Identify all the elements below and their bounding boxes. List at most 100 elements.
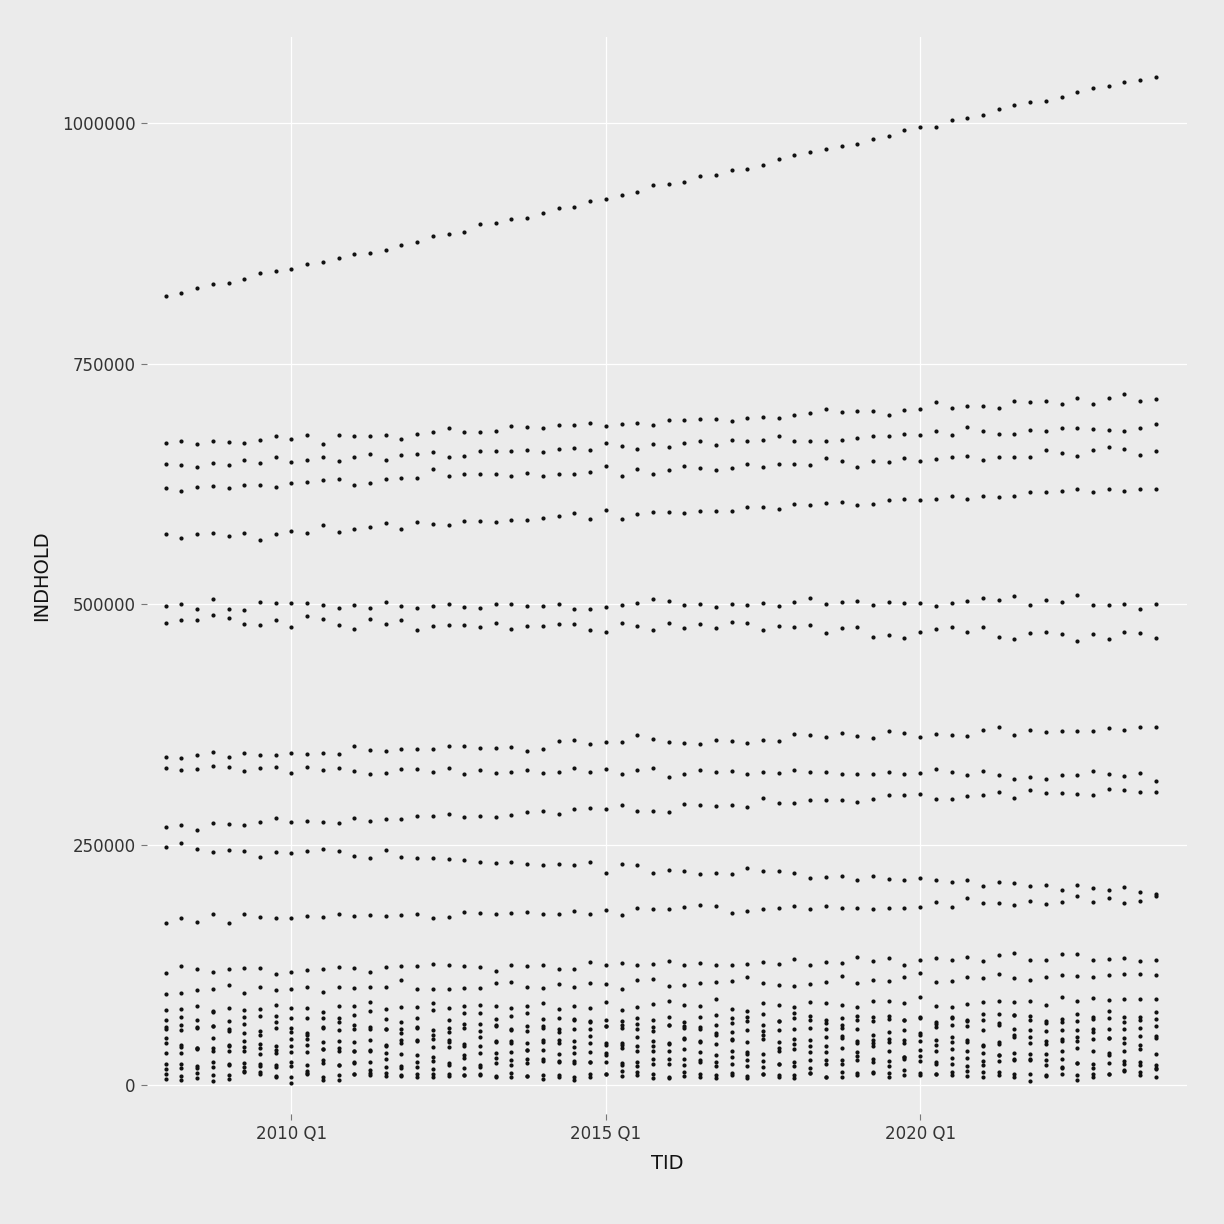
Point — [612, 1015, 632, 1034]
Point — [282, 962, 301, 982]
Point — [486, 513, 506, 532]
Point — [1130, 717, 1149, 737]
Point — [502, 1020, 521, 1039]
Point — [1005, 896, 1024, 916]
Point — [187, 1056, 207, 1076]
Point — [847, 726, 867, 745]
Point — [737, 967, 756, 987]
Point — [580, 441, 600, 460]
Point — [879, 763, 898, 782]
Point — [502, 416, 521, 436]
Point — [596, 457, 616, 476]
Point — [518, 463, 537, 482]
Point — [816, 1042, 836, 1061]
Point — [408, 468, 427, 487]
Point — [596, 1053, 616, 1072]
Point — [1036, 783, 1055, 803]
Point — [486, 1015, 506, 1034]
Point — [596, 190, 616, 209]
Point — [548, 1022, 568, 1042]
Point — [360, 517, 379, 536]
Point — [973, 1036, 993, 1055]
Point — [282, 1067, 301, 1087]
Point — [941, 1048, 961, 1067]
Point — [800, 1043, 820, 1062]
Point — [1067, 1012, 1087, 1032]
Point — [1021, 876, 1040, 896]
Point — [706, 597, 726, 617]
Point — [911, 399, 930, 419]
Point — [155, 613, 175, 633]
Point — [816, 791, 836, 810]
Point — [1051, 783, 1071, 803]
Point — [737, 1001, 756, 1021]
Point — [313, 1017, 333, 1037]
Point — [785, 1009, 804, 1028]
Point — [266, 524, 285, 543]
Point — [927, 870, 946, 890]
Point — [769, 1066, 788, 1086]
Point — [376, 1020, 395, 1039]
Point — [785, 1065, 804, 1084]
Point — [518, 510, 537, 530]
Point — [800, 791, 820, 810]
Point — [941, 1009, 961, 1028]
Point — [1005, 873, 1024, 892]
Point — [564, 1010, 584, 1029]
Point — [816, 448, 836, 468]
Point — [439, 955, 459, 974]
Point — [203, 1058, 223, 1077]
Point — [941, 873, 961, 892]
Point — [1099, 1001, 1119, 1021]
Point — [329, 1032, 349, 1051]
Point — [895, 628, 914, 647]
Point — [659, 802, 678, 821]
Point — [690, 1042, 710, 1061]
Point — [879, 592, 898, 612]
Point — [1130, 1026, 1149, 1045]
Point — [643, 435, 662, 454]
Point — [785, 405, 804, 425]
Point — [628, 1020, 647, 1039]
Point — [235, 1062, 255, 1082]
Point — [534, 616, 553, 635]
Point — [863, 728, 883, 748]
Point — [187, 435, 207, 454]
Point — [250, 999, 269, 1018]
Point — [392, 235, 411, 255]
Point — [1083, 1023, 1103, 1043]
Point — [344, 736, 364, 755]
Point — [564, 1032, 584, 1051]
Point — [643, 1050, 662, 1070]
Point — [187, 980, 207, 1000]
Point — [408, 231, 427, 251]
Point — [1051, 966, 1071, 985]
Point — [769, 1011, 788, 1031]
Point — [297, 841, 317, 860]
Point — [1005, 1067, 1024, 1087]
Point — [674, 1062, 694, 1082]
Point — [534, 903, 553, 923]
Point — [690, 996, 710, 1016]
Point — [408, 1067, 427, 1087]
Point — [863, 788, 883, 808]
Point — [187, 524, 207, 543]
Point — [424, 443, 443, 463]
Point — [548, 198, 568, 218]
Point — [785, 949, 804, 968]
Point — [1005, 1005, 1024, 1024]
Point — [235, 1013, 255, 1033]
Point — [1146, 966, 1165, 985]
Point — [518, 742, 537, 761]
Point — [454, 222, 474, 241]
Point — [564, 996, 584, 1016]
Point — [548, 1044, 568, 1064]
Point — [737, 1021, 756, 1040]
Point — [360, 426, 379, 446]
Point — [408, 424, 427, 443]
Point — [502, 737, 521, 756]
Point — [1021, 1071, 1040, 1091]
Point — [376, 742, 395, 761]
Point — [329, 1042, 349, 1061]
Point — [360, 812, 379, 831]
